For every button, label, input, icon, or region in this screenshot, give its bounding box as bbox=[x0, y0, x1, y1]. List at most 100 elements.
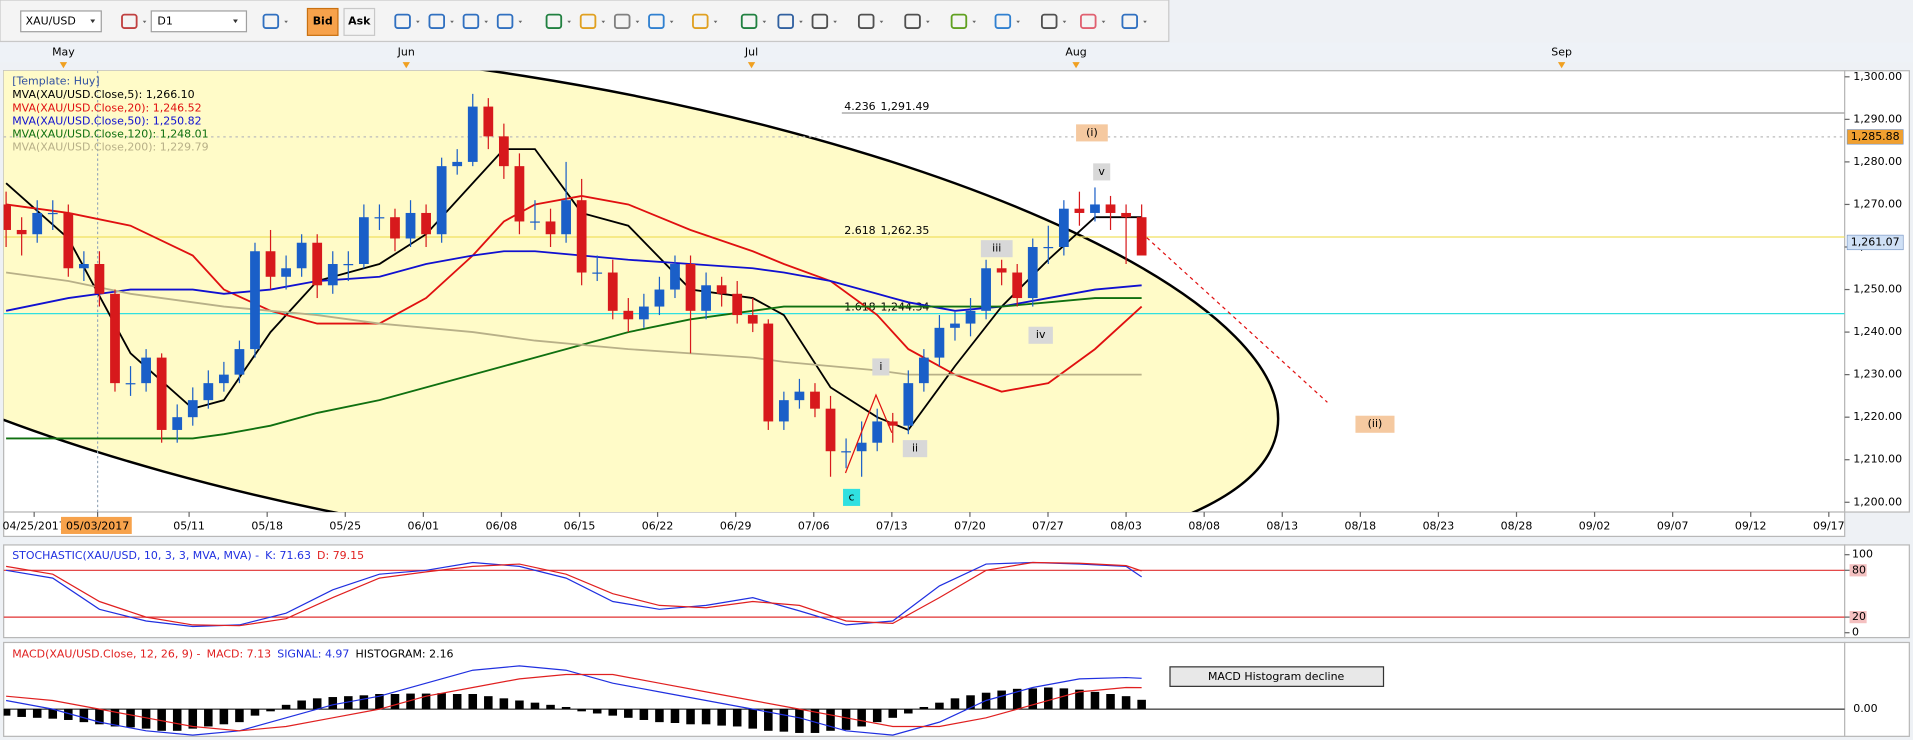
histogram-value: HISTOGRAM: 2.16 bbox=[355, 648, 453, 661]
candle-body bbox=[156, 357, 167, 430]
candle-body bbox=[141, 357, 151, 384]
timeframe-dropdown[interactable] bbox=[150, 10, 248, 33]
dropdown-arrow bbox=[799, 20, 803, 24]
fib-price: 1,291.49 bbox=[881, 100, 930, 113]
ask-button[interactable] bbox=[343, 7, 376, 36]
candle-body bbox=[390, 217, 400, 239]
y-tick-label: 20 bbox=[1852, 610, 1866, 623]
histogram-bar bbox=[686, 709, 695, 725]
wave-ellipse bbox=[3, 70, 1280, 513]
histogram-bar bbox=[966, 695, 975, 710]
histogram-bar bbox=[468, 694, 478, 710]
date-highlight bbox=[61, 516, 132, 534]
candle-body bbox=[172, 417, 183, 430]
toolbar-icon bbox=[692, 13, 709, 29]
y-tick-label: 0.00 bbox=[1853, 702, 1877, 715]
histogram-bar bbox=[375, 694, 384, 710]
histogram-bar bbox=[639, 709, 649, 720]
wave-label: i bbox=[879, 360, 882, 373]
date-label: 05/03/2017 bbox=[66, 520, 129, 533]
candle-body bbox=[763, 323, 774, 422]
y-tick-label: 0 bbox=[1852, 626, 1859, 639]
dropdown-arrow bbox=[762, 20, 767, 24]
month-marker bbox=[1557, 62, 1566, 69]
wave-label-box bbox=[1076, 124, 1108, 142]
y-tick-label: 100 bbox=[1852, 548, 1873, 561]
histogram-bar bbox=[530, 702, 540, 710]
note-text: MACD Histogram decline bbox=[1208, 670, 1345, 683]
candle-body bbox=[203, 383, 214, 401]
candle-body bbox=[934, 327, 945, 358]
histogram-bar bbox=[157, 709, 166, 731]
candle-body bbox=[1136, 217, 1147, 256]
candle-body bbox=[654, 289, 665, 307]
dropdown-arrow bbox=[484, 20, 489, 24]
histogram-bar bbox=[344, 696, 353, 710]
date-label: 06/01 bbox=[408, 520, 440, 533]
dropdown-arrow bbox=[1062, 20, 1067, 24]
date-label: 07/27 bbox=[1032, 520, 1064, 533]
indicator-label: MVA(XAU/USD.Close,50): 1,250.82 bbox=[12, 114, 201, 127]
candle-body bbox=[1043, 246, 1054, 249]
candle-body bbox=[47, 212, 58, 215]
date-label: 08/18 bbox=[1345, 520, 1377, 533]
candle-body bbox=[187, 400, 198, 418]
candle-body bbox=[405, 212, 416, 239]
wave-label-box bbox=[1093, 163, 1111, 181]
candle-body bbox=[16, 229, 27, 235]
wave-label: (ii) bbox=[1368, 417, 1383, 430]
date-label: 06/08 bbox=[486, 520, 518, 533]
date-label: 08/13 bbox=[1266, 520, 1298, 533]
candle-body bbox=[483, 106, 494, 137]
candle-body bbox=[732, 293, 743, 316]
price-tag bbox=[1846, 234, 1904, 251]
month-label: Jul bbox=[744, 45, 758, 58]
candle-body bbox=[530, 221, 540, 223]
candle-body bbox=[1058, 208, 1069, 247]
template-label: [Template: Huy] bbox=[12, 75, 100, 88]
histogram-bar bbox=[577, 709, 586, 712]
macd-line bbox=[6, 673, 1142, 732]
histogram-bar bbox=[810, 709, 820, 733]
histogram-bar bbox=[841, 709, 851, 730]
candle-body bbox=[918, 357, 929, 384]
toolbar-icon bbox=[121, 13, 138, 29]
histogram-bar bbox=[32, 709, 42, 718]
month-marker bbox=[59, 62, 68, 69]
histogram-bar bbox=[172, 709, 182, 731]
candle-body bbox=[981, 268, 991, 311]
histogram-bar bbox=[1028, 688, 1038, 710]
toolbar-icon bbox=[1040, 13, 1058, 29]
toolbar-icon bbox=[462, 13, 480, 29]
bid-button[interactable] bbox=[306, 7, 339, 36]
date-label: 09/12 bbox=[1735, 520, 1767, 533]
histogram-bar bbox=[281, 704, 291, 710]
histogram-bar bbox=[857, 709, 866, 727]
histogram-bar bbox=[328, 697, 338, 710]
wave-label-box bbox=[902, 440, 928, 458]
tick-box bbox=[1849, 611, 1867, 624]
month-label: Jun bbox=[397, 45, 415, 58]
histogram-bar bbox=[592, 709, 602, 714]
dropdown-arrow bbox=[450, 20, 454, 24]
moving-average bbox=[5, 271, 1142, 376]
symbol-dropdown[interactable] bbox=[20, 10, 102, 33]
candle-body bbox=[374, 217, 385, 219]
month-marker bbox=[402, 62, 410, 69]
dropdown-arrow bbox=[1016, 20, 1020, 24]
wave-line bbox=[844, 393, 893, 474]
toolbar-icon bbox=[428, 13, 446, 29]
candle-body bbox=[78, 264, 89, 269]
fib-price: 1,262.35 bbox=[881, 224, 930, 237]
date-label: 04/25/2017 bbox=[3, 520, 66, 533]
histogram-bar bbox=[297, 700, 306, 710]
candle-body bbox=[950, 323, 960, 328]
candle-body bbox=[887, 421, 898, 426]
toolbar-icon bbox=[777, 13, 794, 29]
histogram-bar bbox=[561, 706, 571, 710]
candle-body bbox=[94, 264, 105, 294]
y-tick-label: 1,280.00 bbox=[1853, 155, 1902, 168]
histogram-bar bbox=[515, 700, 524, 710]
signal-value: SIGNAL: 4.97 bbox=[277, 648, 349, 661]
